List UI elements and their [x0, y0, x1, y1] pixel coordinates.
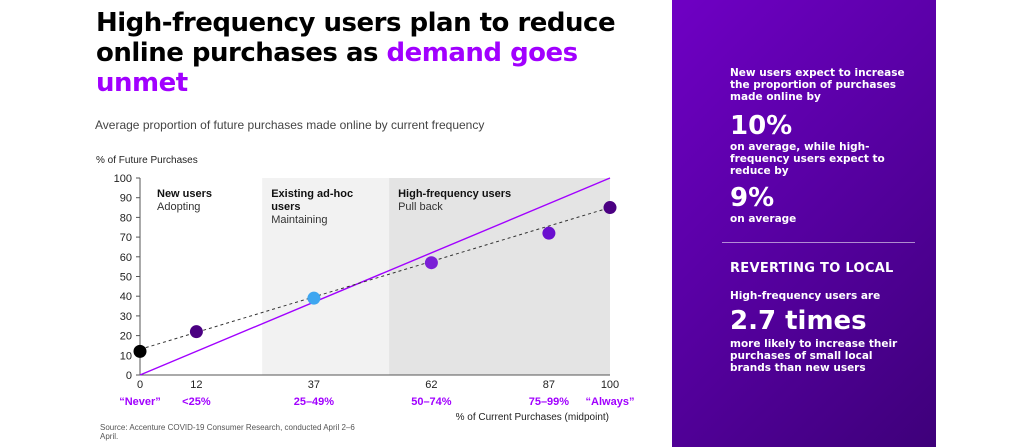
panel-heading: REVERTING TO LOCAL	[730, 261, 894, 276]
segment-subtitle-1: Maintaining	[271, 214, 327, 226]
x-category-label: 50–74%	[411, 396, 452, 408]
y-tick-label: 30	[120, 311, 132, 323]
y-tick-label: 50	[120, 272, 132, 284]
stat-10-percent: 10%	[730, 111, 793, 141]
x-category-label: <25%	[182, 396, 211, 408]
data-point-5	[603, 201, 617, 215]
panel-closing: more likely to increase their purchases …	[730, 338, 898, 374]
x-axis-label: % of Current Purchases (midpoint)	[456, 412, 609, 422]
y-tick-label: 80	[120, 212, 132, 224]
y-tick-label: 40	[120, 291, 132, 303]
panel-lead: High-frequency users are	[730, 290, 881, 302]
insight-panel: New users expect to increase the proport…	[672, 0, 936, 447]
data-point-1	[189, 325, 203, 339]
y-tick-label: 100	[114, 173, 132, 185]
panel-divider	[722, 242, 915, 243]
panel-mid-text: on average, while high-frequency users e…	[730, 141, 885, 177]
data-point-0	[133, 344, 147, 358]
segment-band-1	[262, 178, 390, 375]
x-tick-label: 12	[190, 379, 202, 391]
segment-band-2	[389, 178, 610, 375]
stat-9-percent: 9%	[730, 183, 775, 213]
title-text: High-frequency users plan to reduce onli…	[96, 8, 616, 68]
y-tick-label: 70	[120, 232, 132, 244]
data-point-2	[307, 291, 321, 305]
x-category-label: “Always”	[586, 396, 635, 408]
segment-title-2: High-frequency users	[398, 188, 511, 200]
stat-2-7-times: 2.7 times	[730, 306, 867, 336]
x-tick-label: 100	[601, 379, 619, 391]
x-tick-label: 62	[425, 379, 437, 391]
y-tick-label: 10	[120, 350, 132, 362]
y-tick-label: 0	[126, 370, 132, 382]
page-title: High-frequency users plan to reduce onli…	[96, 8, 636, 98]
x-category-label: “Never”	[119, 396, 161, 408]
y-tick-label: 20	[120, 331, 132, 343]
segment-subtitle-0: Adopting	[157, 201, 200, 213]
x-tick-label: 87	[543, 379, 555, 391]
x-category-label: 25–49%	[294, 396, 335, 408]
y-tick-label: 90	[120, 193, 132, 205]
segment-subtitle-2: Pull back	[398, 201, 443, 213]
x-tick-label: 0	[137, 379, 143, 391]
data-point-4	[542, 226, 556, 240]
segment-title-0: New users	[157, 188, 212, 200]
trend-line	[139, 207, 611, 350]
y-axis-label: % of Future Purchases	[96, 155, 198, 166]
segment-title-1: Existing ad-hoc users	[271, 188, 353, 213]
source-note: Source: Accenture COVID-19 Consumer Rese…	[100, 423, 355, 441]
chart-subtitle: Average proportion of future purchases m…	[95, 118, 485, 132]
x-category-label: 75–99%	[529, 396, 570, 408]
data-point-3	[424, 256, 438, 270]
title-highlight: demand goes unmet	[96, 38, 578, 98]
panel-stat2-note: on average	[730, 213, 797, 225]
panel-intro: New users expect to increase the proport…	[730, 67, 905, 103]
y-tick-label: 60	[120, 252, 132, 264]
x-tick-label: 37	[308, 379, 320, 391]
reference-line	[139, 177, 611, 376]
